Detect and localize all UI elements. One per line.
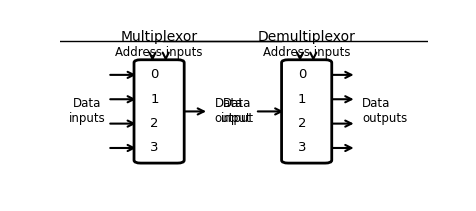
- Text: Address inputs: Address inputs: [115, 46, 203, 60]
- Text: 1: 1: [150, 93, 159, 106]
- Text: 3: 3: [150, 142, 159, 154]
- Text: Data
inputs: Data inputs: [69, 97, 106, 125]
- Text: Data
output: Data output: [214, 97, 254, 125]
- FancyBboxPatch shape: [134, 60, 184, 163]
- Text: Data
outputs: Data outputs: [362, 97, 407, 125]
- Text: 3: 3: [298, 142, 307, 154]
- Text: Data
input: Data input: [221, 97, 252, 125]
- FancyBboxPatch shape: [282, 60, 332, 163]
- Text: 2: 2: [298, 117, 307, 130]
- Text: Multiplexor: Multiplexor: [120, 30, 198, 44]
- Text: Address inputs: Address inputs: [263, 46, 350, 60]
- Text: 2: 2: [150, 117, 159, 130]
- Text: Demultiplexor: Demultiplexor: [258, 30, 356, 44]
- Text: 0: 0: [150, 68, 159, 81]
- Text: 1: 1: [298, 93, 307, 106]
- Text: 0: 0: [298, 68, 307, 81]
